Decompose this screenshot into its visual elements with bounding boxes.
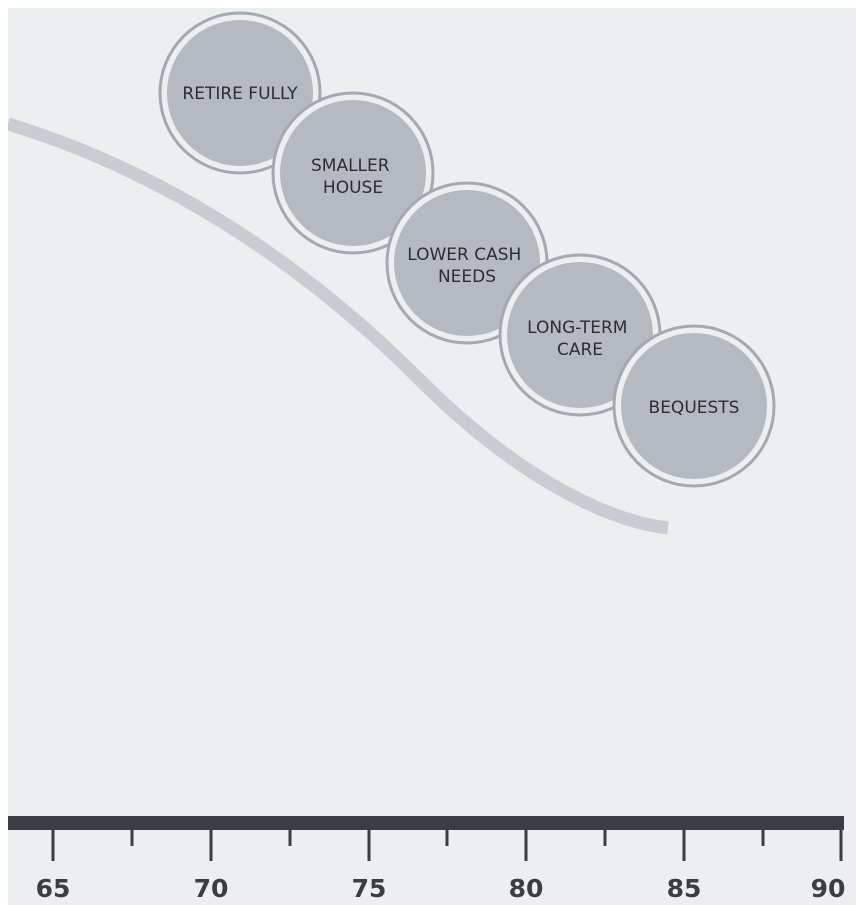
tick-label-65: 65 <box>36 874 71 903</box>
bubble-label: SMALLER HOUSE <box>311 156 395 198</box>
bubble-label: BEQUESTS <box>649 398 740 418</box>
age-axis: 65 70 75 80 85 90 <box>8 816 845 903</box>
bubble-label: LONG-TERM CARE <box>527 318 633 360</box>
tick-label-70: 70 <box>194 874 229 903</box>
bubble-label: LOWER CASH NEEDS <box>407 245 527 287</box>
decline-curve <box>8 117 669 535</box>
bubble-smaller-house: SMALLER HOUSE <box>271 91 435 255</box>
axis-bar <box>8 816 844 830</box>
bubble-bequests: BEQUESTS <box>612 324 776 488</box>
retirement-diagram: RETIRE FULLY SMALLER HOUSE LOWER CASH NE… <box>8 11 845 903</box>
tick-label-80: 80 <box>509 874 544 903</box>
tick-label-85: 85 <box>667 874 702 903</box>
bubble-retire-fully: RETIRE FULLY <box>158 11 322 175</box>
tick-label-90: 90 <box>811 874 846 903</box>
tick-label-75: 75 <box>352 874 387 903</box>
bubble-label: RETIRE FULLY <box>182 84 298 104</box>
diagram-canvas: RETIRE FULLY SMALLER HOUSE LOWER CASH NE… <box>8 8 856 905</box>
